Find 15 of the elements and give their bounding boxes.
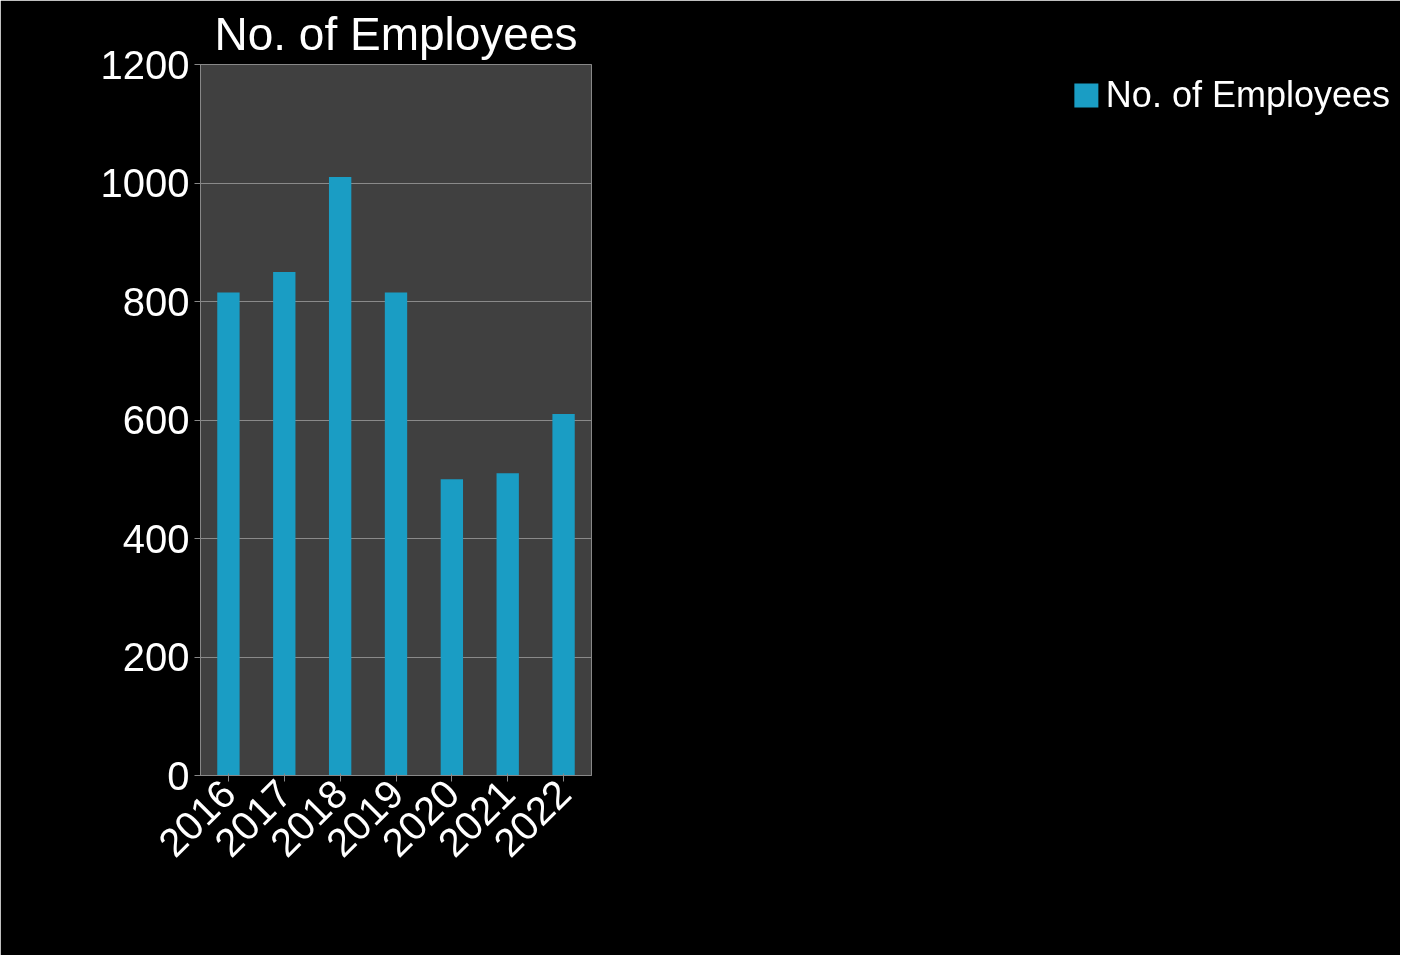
bar [384, 292, 408, 776]
bar [552, 414, 575, 776]
y-tick-label: 200 [122, 635, 190, 679]
y-tick-label: 600 [122, 398, 190, 442]
bar [217, 292, 240, 776]
y-tick-label: 400 [122, 516, 190, 561]
bar [273, 271, 296, 776]
y-tick-label: 1200 [100, 42, 190, 87]
chart-title: No. of Employees [214, 7, 578, 60]
bar [496, 473, 519, 776]
bar [328, 177, 352, 776]
y-tick-label: 1000 [100, 161, 190, 205]
legend-label: No. of Employees [1105, 74, 1390, 116]
bar [440, 479, 464, 776]
y-tick-label: 800 [122, 279, 190, 324]
